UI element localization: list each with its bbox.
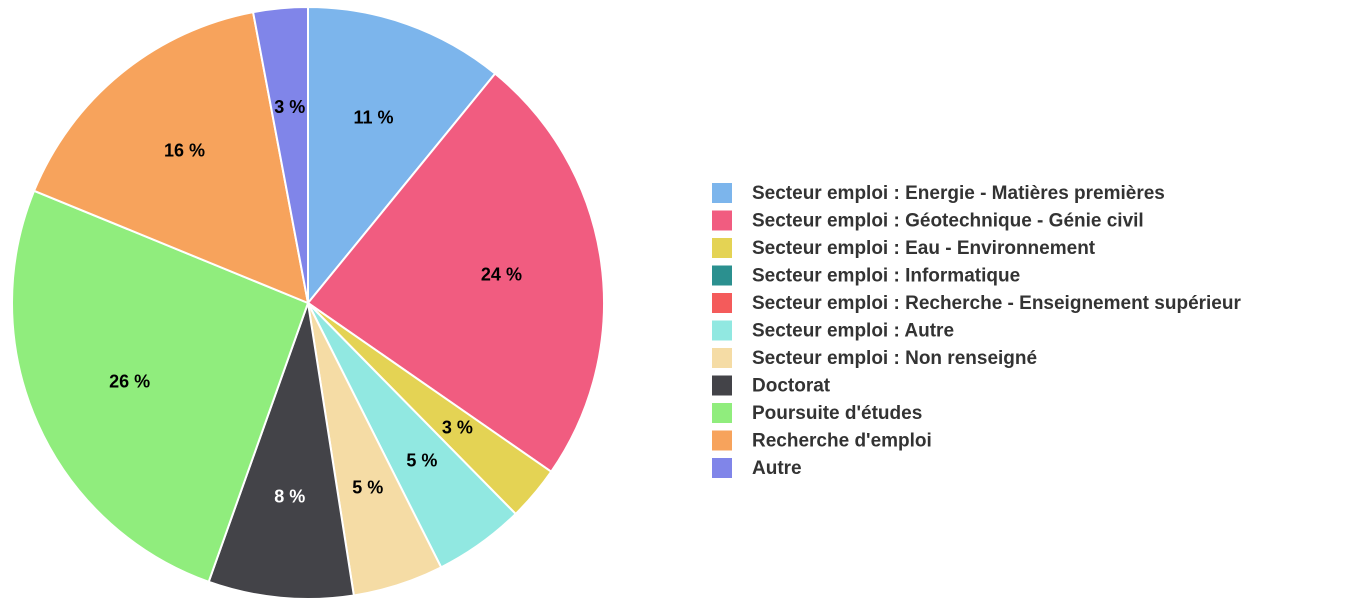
legend-swatch [712,320,732,341]
legend-swatch [712,293,732,313]
data-label: 8 % [274,486,305,506]
pie-slice [251,5,309,304]
data-label: 11 % [354,108,394,128]
data-label: 24 % [481,264,522,284]
legend-swatch [712,238,732,258]
data-label: 26 % [109,371,150,391]
pie-slice [11,189,310,584]
legend-swatch [712,348,732,368]
data-label: 5 % [406,451,437,471]
pie-slice [307,5,497,306]
legend-label: Poursuite d'études [752,403,922,424]
legend-swatch [712,430,732,451]
legend-label: Secteur emploi : Informatique [752,266,1020,287]
data-label: 3 % [274,97,305,117]
legend-label: Secteur emploi : Recherche - Enseignemen… [752,293,1241,314]
legend-swatch [712,458,732,478]
data-label: 16 % [164,140,205,160]
legend-swatch [712,183,732,203]
data-label: 3 % [442,418,473,438]
legend-label: Secteur emploi : Géotechnique - Génie ci… [752,211,1144,232]
pie-slice [306,72,605,474]
legend-label: Autre [752,458,802,479]
legend-swatch [712,210,732,231]
pie-slice [207,302,355,599]
legend-label: Doctorat [752,376,831,397]
legend-swatch [712,375,732,396]
legend-label: Secteur emploi : Non renseigné [752,348,1037,369]
legend-swatch [712,265,732,286]
legend-label: Secteur emploi : Eau - Environnement [752,238,1096,259]
legend-label: Secteur emploi : Energie - Matières prem… [752,183,1165,204]
pie-slice [32,10,310,305]
data-label: 5 % [352,478,383,498]
legend-swatch [712,403,732,423]
legend-label: Secteur emploi : Autre [752,321,954,342]
legend-label: Recherche d'emploi [752,431,932,452]
